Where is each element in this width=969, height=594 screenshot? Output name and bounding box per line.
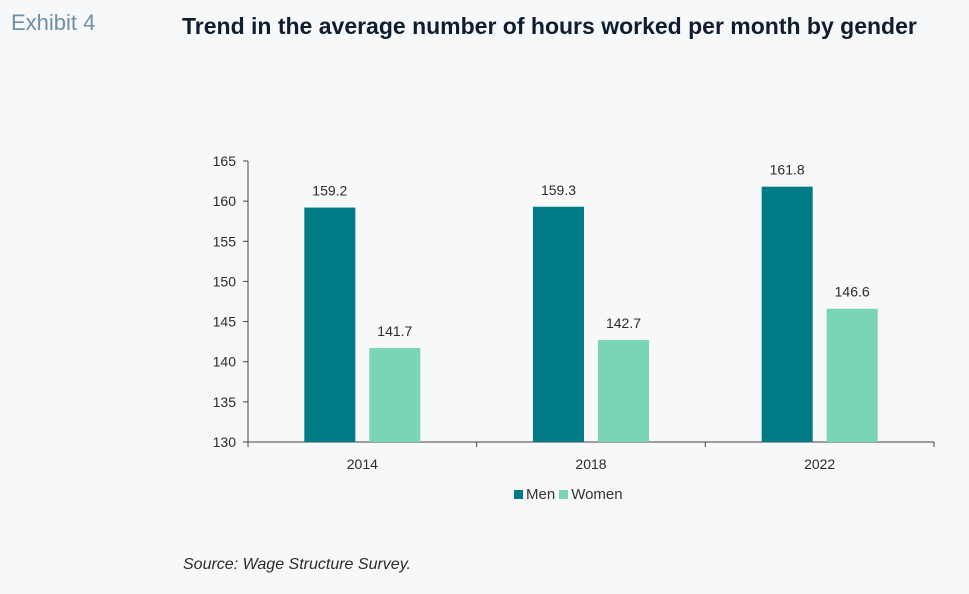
- bar-men: [533, 206, 584, 442]
- y-tick-label: 165: [213, 153, 237, 169]
- data-label: 159.2: [312, 183, 347, 199]
- legend: Men Women: [514, 486, 627, 503]
- x-axis: 2014 2018 2022: [247, 441, 935, 472]
- legend-swatch-women: [559, 490, 569, 499]
- x-tick-label: 2022: [804, 456, 835, 472]
- bar-men: [761, 186, 813, 442]
- bar-women: [826, 308, 878, 442]
- bar-women: [369, 348, 421, 442]
- bar-men: [304, 207, 356, 442]
- y-tick-label: 160: [213, 193, 237, 209]
- data-label: 161.8: [770, 162, 805, 178]
- y-tick-label: 155: [213, 233, 237, 249]
- legend-label-men: Men: [526, 486, 556, 503]
- bars: 159.2 141.7 159.3 142.7 161.8 146.6: [304, 162, 878, 442]
- legend-label-women: Women: [571, 486, 623, 503]
- x-tick-label: 2014: [347, 456, 378, 472]
- data-label: 159.3: [541, 182, 576, 198]
- legend-item-men: Men: [514, 486, 555, 503]
- exhibit-label: Exhibit 4: [11, 10, 96, 35]
- source-note: Source: Wage Structure Survey.: [183, 556, 411, 573]
- chart-title: Trend in the average number of hours wor…: [182, 13, 917, 39]
- y-tick-label: 135: [213, 394, 237, 410]
- data-label: 146.6: [835, 284, 870, 300]
- y-tick-label: 150: [213, 273, 237, 289]
- x-tick-label: 2018: [575, 456, 606, 472]
- y-tick-label: 140: [213, 354, 237, 370]
- data-label: 141.7: [377, 323, 412, 339]
- legend-swatch-men: [514, 490, 523, 499]
- y-axis: 130 135 140 145 150 155 160 165: [213, 153, 249, 450]
- bar-women: [598, 340, 649, 442]
- y-tick-label: 145: [213, 314, 237, 330]
- legend-item-women: Women: [559, 486, 623, 503]
- data-label: 142.7: [606, 315, 641, 331]
- y-tick-label: 130: [213, 434, 237, 450]
